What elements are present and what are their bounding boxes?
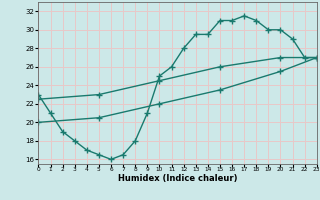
X-axis label: Humidex (Indice chaleur): Humidex (Indice chaleur) xyxy=(118,174,237,183)
